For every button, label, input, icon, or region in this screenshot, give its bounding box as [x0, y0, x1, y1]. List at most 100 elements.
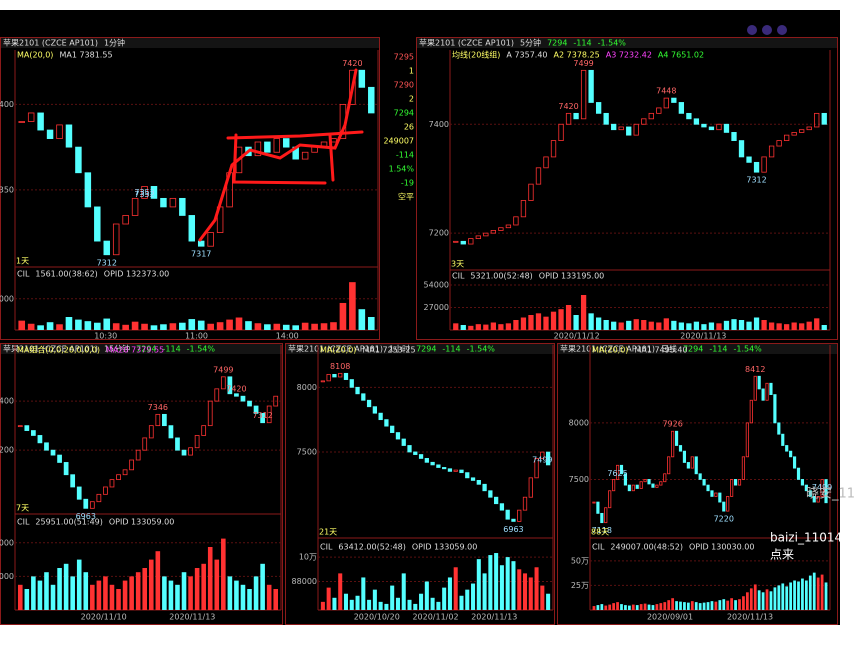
volume-bar	[197, 320, 205, 330]
volume-legend-item: CIL	[17, 518, 30, 527]
volume-bar	[476, 559, 481, 610]
candle	[207, 400, 213, 427]
y-tick-label: 7200	[0, 446, 14, 455]
header-item: 苹果2101 (CZCE AP101)	[288, 344, 383, 354]
candle	[806, 126, 812, 131]
volume-bar	[50, 584, 56, 610]
chat-line: 晓安_11	[806, 487, 855, 502]
volume-bar	[746, 321, 752, 330]
volume-bar	[535, 313, 542, 330]
header-item: -1.54%	[598, 39, 627, 48]
volume-bar	[603, 320, 609, 330]
y-tick-label: 7500	[569, 475, 589, 484]
volume-bar	[96, 580, 102, 610]
candle	[698, 473, 702, 480]
candle	[247, 400, 252, 407]
candle	[663, 97, 669, 109]
volume-bar	[596, 317, 602, 330]
volume-bar	[468, 325, 474, 330]
drawn-line	[328, 133, 335, 182]
volume-bar	[648, 321, 654, 330]
price-marker: 6963	[76, 512, 96, 521]
volume-bar	[56, 324, 63, 330]
volume-bar	[753, 317, 760, 330]
volume-bar	[148, 559, 154, 610]
volume-bar	[407, 599, 412, 610]
volume-bar	[505, 557, 510, 610]
volume-bar	[70, 576, 75, 610]
candle	[633, 123, 639, 136]
volume-bar	[596, 605, 600, 610]
volume-bar	[624, 605, 627, 610]
volume-bar	[245, 321, 252, 330]
volume-bar	[604, 605, 608, 610]
volume-bar	[240, 584, 246, 610]
header-item: 15分钟	[104, 344, 130, 354]
candle	[686, 462, 690, 469]
volume-bar	[201, 563, 206, 610]
candle	[738, 140, 745, 158]
candle	[31, 430, 36, 436]
volume-bar	[168, 580, 174, 610]
quote-item: 1	[409, 67, 414, 76]
volume-bar	[226, 319, 233, 330]
candle	[511, 518, 516, 522]
volume-bar	[465, 589, 470, 610]
menu-dot[interactable]	[747, 25, 757, 35]
candle	[372, 406, 377, 414]
volume-bar	[141, 323, 148, 330]
volume-bar	[517, 569, 522, 610]
menu-dot[interactable]	[777, 25, 787, 35]
candle	[498, 227, 504, 231]
volume-bar	[37, 325, 44, 330]
candle	[753, 375, 757, 401]
y-tick-label: 80000	[0, 538, 14, 547]
volume-bar	[528, 315, 534, 330]
candle	[430, 461, 435, 466]
volume-bar	[227, 576, 233, 610]
header-item: -1.54%	[187, 345, 216, 354]
volume-bar	[216, 322, 224, 330]
price-marker: 7312	[252, 411, 272, 420]
candle	[749, 399, 753, 424]
price-marker: 7220	[714, 515, 734, 524]
candle	[626, 126, 632, 136]
volume-bar	[122, 324, 129, 330]
candle	[667, 456, 671, 475]
volume-bar	[93, 322, 101, 330]
candle	[674, 430, 679, 446]
candle	[800, 479, 805, 486]
candle	[343, 372, 349, 380]
volume-bar	[260, 563, 265, 610]
header-item: 苹果2101 (CZCE AP101)	[3, 38, 98, 48]
quote-item: 7290	[394, 81, 414, 90]
candle	[651, 483, 655, 488]
candle	[358, 69, 366, 88]
legend-item: A 7357.40	[506, 51, 547, 60]
time-span: 21天	[319, 528, 337, 537]
hand-drawing	[198, 68, 364, 242]
candle	[678, 102, 685, 114]
panel-frame	[557, 343, 838, 625]
candle	[89, 501, 95, 509]
candle	[401, 438, 406, 446]
candle	[773, 394, 777, 424]
menu-dot[interactable]	[762, 25, 772, 35]
candle	[528, 477, 533, 498]
price-marker: 7353	[134, 188, 154, 197]
quote-item: 26	[404, 123, 414, 132]
volume-bar	[460, 325, 466, 330]
candle	[273, 395, 279, 407]
candle	[690, 456, 694, 469]
candle	[122, 215, 129, 225]
volume-bar	[801, 578, 804, 610]
volume-bar	[678, 322, 684, 330]
candle	[168, 425, 174, 439]
legend-item: MA20 7379.55	[106, 346, 164, 355]
volume-bar	[498, 324, 504, 330]
legend-item: MA1 7381.55	[59, 51, 112, 60]
volume-bar	[320, 601, 325, 610]
legend-item: A4 7651.02	[658, 51, 704, 60]
volume-bar	[734, 600, 737, 610]
candle	[558, 123, 564, 141]
